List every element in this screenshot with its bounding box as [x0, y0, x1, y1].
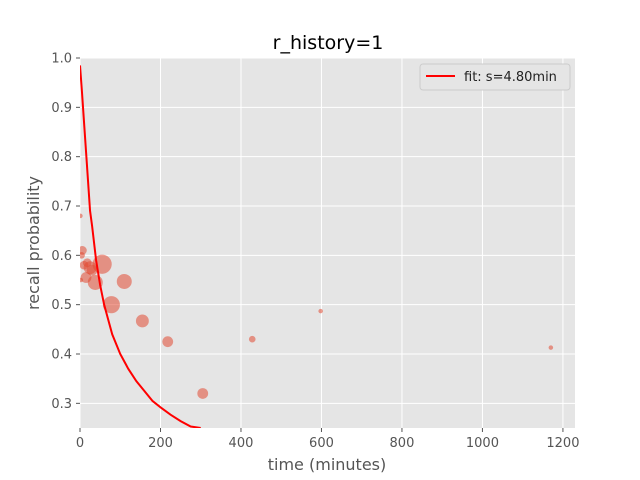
- y-tick-label: 0.8: [51, 150, 72, 165]
- legend: fit: s=4.80min: [419, 63, 571, 91]
- legend-box: [419, 63, 571, 91]
- scatter-point: [80, 246, 87, 255]
- x-tick-label: 600: [309, 436, 334, 451]
- y-tick-label: 0.4: [51, 348, 72, 363]
- y-tick-label: 1.0: [51, 52, 72, 67]
- scatter-point: [197, 388, 209, 399]
- y-tick-label: 0.3: [51, 397, 72, 412]
- fit-line-path: [80, 65, 201, 428]
- y-tick-label: 0.5: [51, 298, 72, 313]
- x-tick-label: 800: [390, 436, 415, 451]
- scatter-point: [162, 336, 174, 348]
- scatter-point: [135, 314, 149, 328]
- scatter-points: [80, 213, 554, 399]
- scatter-point: [318, 308, 323, 314]
- y-tick-label: 0.7: [51, 200, 72, 215]
- grid-lines: [79, 57, 575, 428]
- scatter-point: [80, 213, 83, 219]
- axis-ticks: 0 200 400 600 800 1000 1200 0.3 0.4 0.5 0.6 0.7 0.8 0…: [51, 52, 579, 452]
- y-tick-label: 0.6: [51, 249, 72, 264]
- x-tick-label: 0: [76, 436, 84, 451]
- x-tick-label: 200: [148, 436, 173, 451]
- x-tick-label: 400: [229, 436, 254, 451]
- x-tick-label: 1000: [466, 436, 499, 451]
- plot-area: [80, 58, 575, 428]
- scatter-point: [548, 345, 554, 350]
- y-axis-label: recall probability: [24, 176, 43, 310]
- chart-title: r_history=1: [273, 32, 384, 54]
- scatter-point: [102, 296, 120, 314]
- fit-curve: [80, 65, 201, 428]
- legend-fit-label: fit: s=4.80min: [464, 70, 557, 85]
- x-tick-label: 1200: [546, 436, 579, 451]
- x-axis-label: time (minutes): [268, 455, 386, 474]
- scatter-point: [116, 273, 132, 289]
- scatter-point: [248, 335, 256, 343]
- y-tick-label: 0.9: [51, 101, 72, 116]
